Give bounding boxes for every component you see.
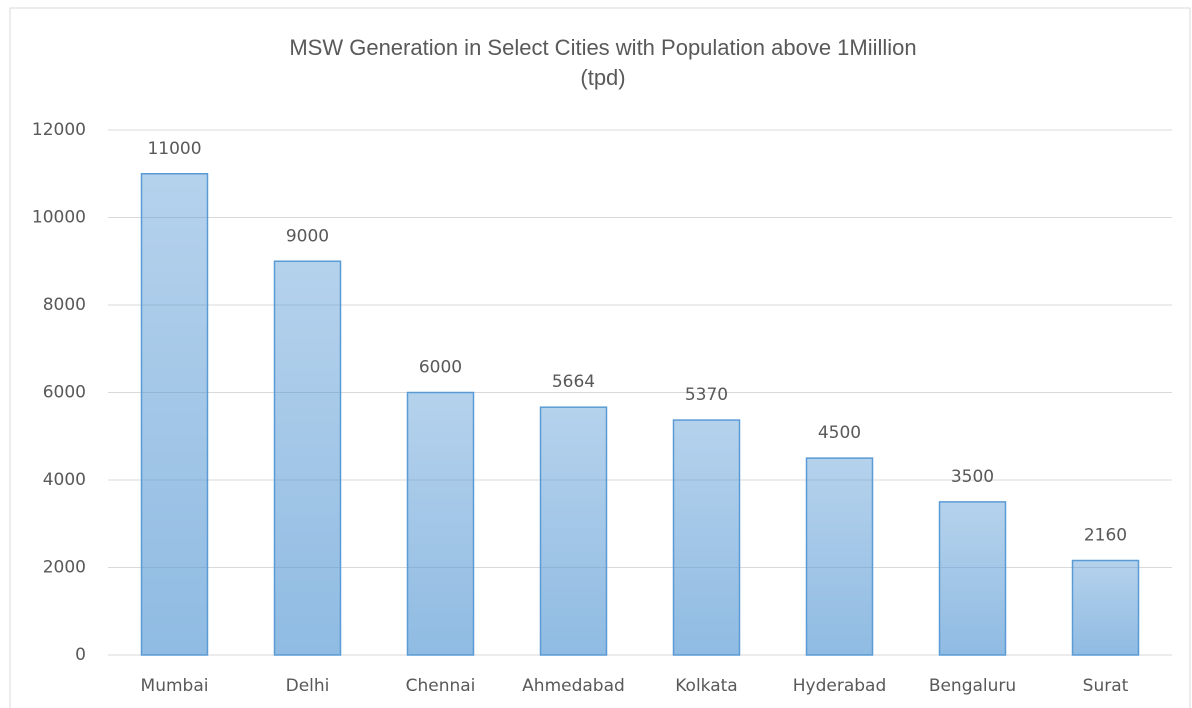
bar bbox=[938, 501, 1007, 656]
value-label: 5664 bbox=[552, 372, 595, 392]
y-tick-label: 12000 bbox=[32, 120, 86, 140]
y-tick-label: 0 bbox=[75, 645, 86, 665]
value-label: 9000 bbox=[286, 226, 329, 246]
x-tick-label: Chennai bbox=[406, 676, 476, 696]
bar bbox=[140, 173, 209, 656]
y-tick-label: 6000 bbox=[43, 383, 86, 403]
y-tick-label: 8000 bbox=[43, 295, 86, 315]
x-tick-label: Surat bbox=[1083, 676, 1129, 696]
value-label: 2160 bbox=[1084, 526, 1127, 546]
x-tick-label: Bengaluru bbox=[929, 676, 1016, 696]
bar bbox=[672, 419, 741, 656]
value-label: 3500 bbox=[951, 467, 994, 487]
bar bbox=[406, 391, 475, 656]
x-tick-label: Mumbai bbox=[141, 676, 209, 696]
value-label: 6000 bbox=[419, 358, 462, 378]
x-tick-label: Kolkata bbox=[675, 676, 737, 696]
x-tick-label: Delhi bbox=[286, 676, 330, 696]
chart-title: MSW Generation in Select Cities with Pop… bbox=[289, 35, 916, 60]
bar bbox=[539, 406, 608, 656]
x-tick-label: Hyderabad bbox=[793, 676, 887, 696]
bar bbox=[273, 260, 342, 656]
value-label: 11000 bbox=[147, 139, 201, 159]
value-label: 4500 bbox=[818, 423, 861, 443]
bar bbox=[805, 457, 874, 656]
y-tick-label: 4000 bbox=[43, 470, 86, 490]
chart-title: (tpd) bbox=[580, 65, 625, 90]
bar bbox=[1071, 559, 1140, 656]
value-label: 5370 bbox=[685, 385, 728, 405]
y-tick-label: 10000 bbox=[32, 208, 86, 228]
chart-frame bbox=[9, 7, 1191, 708]
x-tick-label: Ahmedabad bbox=[522, 676, 625, 696]
y-tick-label: 2000 bbox=[43, 558, 86, 578]
